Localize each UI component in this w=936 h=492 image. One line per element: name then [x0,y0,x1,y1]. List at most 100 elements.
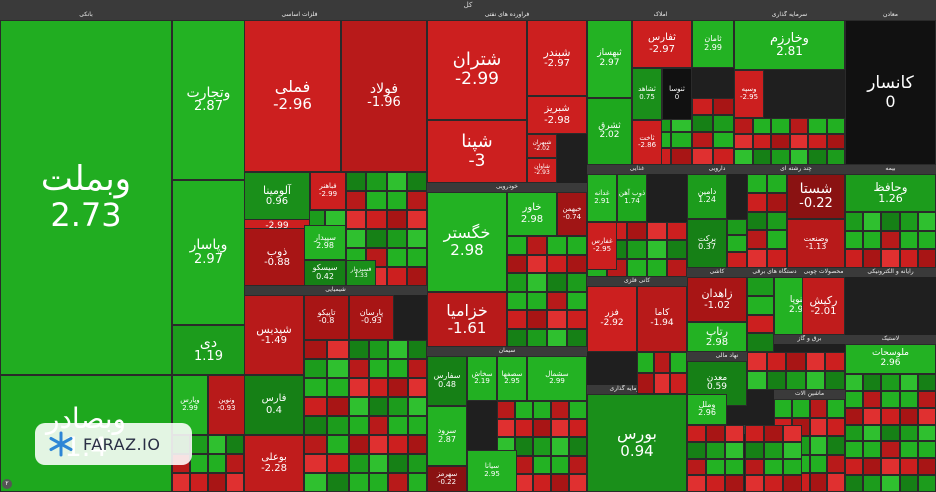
stock-change: 2.95 [484,469,500,478]
stock-cell[interactable]: شبندر -2.97 [527,20,587,96]
stock-cell[interactable]: غفارس -2.95 [587,222,617,270]
stock-cell[interactable]: ثشاهد 0.75 [632,68,662,120]
stock-cell[interactable]: زاهدان -1.02 [687,277,747,322]
stock-cell[interactable]: وتجارت 2.87 [172,20,245,180]
stock-name: سرود [437,426,457,436]
page-indicator[interactable]: ۲ [2,479,12,489]
filler-tile [386,267,407,286]
stock-name: فسبزوار [350,265,372,273]
stock-cell[interactable]: سصفها 2.95 [497,356,527,401]
stock-cell[interactable]: سهرمز -0.22 [427,466,467,492]
stock-cell[interactable]: فارس 0.4 [244,375,304,435]
stock-cell[interactable]: ذوب آهن 1.74 [617,174,647,222]
filler-tile [825,371,845,390]
stock-cell[interactable]: شستا -0.22 [787,174,845,219]
stock-cell[interactable]: ثبهساز 2.97 [587,20,632,98]
filler-tile [406,267,427,286]
stock-cell[interactable]: وپاسار 2.97 [172,180,245,325]
stock-cell[interactable]: فملی -2.96 [244,20,341,172]
stock-cell[interactable]: ثنوسا 0 [662,68,692,120]
stock-cell[interactable]: سخاش 2.19 [467,356,497,401]
stock-cell[interactable]: دی 1.19 [172,325,245,375]
stock-cell[interactable]: شبهران -2.02 [527,134,557,158]
stock-cell[interactable]: فباهنر -2.99 [310,172,346,210]
stock-cell[interactable]: کاما -1.94 [637,286,687,352]
stock-cell[interactable]: رتاپ 2.98 [687,322,747,352]
stock-cell[interactable]: سفارس 0.48 [427,356,467,406]
stock-name: آلومینا [263,183,291,197]
stock-cell[interactable]: وخارزم 2.81 [734,20,845,70]
filler-tile [881,441,900,459]
stock-change: 2.97 [194,251,223,267]
stock-cell[interactable]: سیانا 2.95 [467,450,517,492]
stock-cell[interactable]: ثفارس -2.97 [632,20,692,68]
sector-label: رایانه و الکترونیکی [845,268,936,277]
stock-cell[interactable]: خبهمن -0.74 [557,192,587,236]
filler-tile [747,277,774,296]
stock-cell[interactable]: خزامیا -1.61 [427,292,507,347]
filler-tile [747,211,767,231]
stock-change: 2.96 [698,408,716,418]
stock-cell[interactable]: ثاخت -2.86 [632,120,662,165]
stock-cell[interactable]: بورس 0.94 [587,394,687,492]
stock-cell[interactable]: شاوان -2.93 [527,158,557,183]
stock-cell[interactable]: شپدیس -1.49 [244,295,304,375]
stock-change: 0.4 [266,404,282,416]
stock-cell[interactable]: ثامان 2.99 [692,20,734,68]
filler-tile [349,359,369,378]
stock-cell[interactable]: غدانه 2.91 [587,174,617,222]
sector-label: دارویی [687,165,747,174]
filler-tile [368,416,388,435]
filler-tile [687,425,707,442]
stock-cell[interactable]: رکیش -2.01 [802,277,845,335]
stock-cell[interactable]: تاپیکو -0.8 [304,295,349,340]
stock-cell[interactable]: کانسار 0 [845,20,936,165]
stock-cell[interactable]: شپنا -3 [427,120,527,183]
filler-tile [388,397,408,416]
stock-cell[interactable]: خاور 2.98 [507,192,557,236]
filler-tile [547,328,567,347]
stock-cell[interactable]: فولاد -1.96 [341,20,427,172]
stock-cell[interactable]: خگستر 2.98 [427,192,507,292]
stock-name: ذوب [266,244,288,258]
stock-change: 1.33 [354,271,368,279]
stock-cell[interactable]: سشمال 2.99 [527,356,587,401]
logo-badge[interactable]: FARAZ.IO [35,423,192,465]
stock-change: 1.26 [878,192,903,206]
stock-cell[interactable]: سرود 2.87 [427,406,467,466]
stock-cell[interactable]: وصنعت -1.13 [787,219,845,268]
stock-cell[interactable]: وسپه -2.95 [734,70,764,118]
stock-cell[interactable]: ذوب -0.88 [244,228,310,286]
stock-cell[interactable]: آلومینا 0.96 [244,172,310,220]
stock-cell[interactable]: ونوین -0.93 [208,375,245,435]
stock-name: ثبهساز [597,48,622,59]
stock-cell[interactable]: شبریز -2.98 [527,96,587,134]
filler-tile [515,473,533,492]
filler-tile [752,118,771,134]
stock-name: برکت [697,233,717,243]
filler-tile [692,148,713,165]
filler-tile [706,475,726,492]
stock-name: دامین [697,186,717,196]
stock-cell[interactable]: وحافظ 1.26 [845,174,936,212]
stock-cell[interactable]: فزر -2.92 [587,286,637,352]
filler-tile [627,258,647,277]
stock-cell[interactable]: پارسان -0.93 [349,295,394,340]
stock-change: -0.74 [562,212,582,221]
stock-cell[interactable]: فسبزوار 1.33 [346,260,376,286]
filler-tile [917,249,936,268]
stock-cell[interactable]: شتران -2.99 [427,20,527,120]
stock-cell[interactable]: دامین 1.24 [687,174,727,219]
filler-tile [533,473,551,492]
logo-text: FARAZ.IO [83,434,161,454]
filler-tile [349,378,369,397]
stock-cell[interactable]: برکت 0.37 [687,219,727,268]
stock-cell[interactable]: بوعلی -2.28 [244,435,304,492]
stock-cell[interactable]: سیسکو 0.42 [304,260,346,286]
stock-cell[interactable]: ثشرق 2.02 [587,98,632,165]
filler-tile [826,149,845,165]
stock-cell[interactable]: وملل 2.96 [687,394,727,425]
stock-cell[interactable]: سپیدار 2.98 [304,225,346,260]
stock-cell[interactable]: وبملت 2.73 [0,20,172,375]
stock-cell[interactable]: ملوسحات 2.96 [845,344,936,374]
